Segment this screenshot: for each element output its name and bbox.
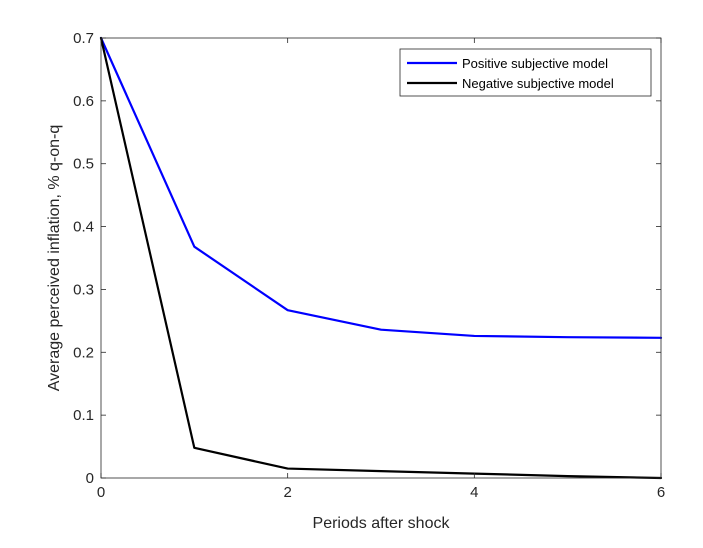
series-line-negative bbox=[99, 36, 663, 480]
legend-entry-negative: Negative subjective model bbox=[462, 76, 614, 91]
y-tick-label: 0.7 bbox=[73, 30, 94, 47]
x-tick-label: 6 bbox=[657, 484, 665, 501]
y-tick-label: 0.2 bbox=[73, 344, 94, 361]
series-line-positive bbox=[99, 36, 663, 339]
plot-area bbox=[101, 38, 661, 478]
y-axis-label: Average perceived inflation, % q-on-q bbox=[46, 125, 63, 392]
x-tick-label: 0 bbox=[97, 484, 105, 501]
y-tick-label: 0.3 bbox=[73, 281, 94, 298]
x-tick-label: 2 bbox=[283, 484, 291, 501]
legend-entry-positive: Positive subjective model bbox=[462, 56, 608, 71]
x-tick-label: 4 bbox=[470, 484, 478, 501]
y-tick-label: 0.4 bbox=[73, 219, 94, 236]
plot-frame bbox=[100, 37, 662, 479]
legend: Positive subjective model Negative subje… bbox=[399, 48, 652, 97]
y-tick-label: 0.6 bbox=[73, 93, 94, 110]
y-tick-label: 0 bbox=[86, 470, 94, 487]
series-layer bbox=[99, 36, 663, 480]
x-axis-label: Periods after shock bbox=[313, 515, 451, 532]
ticks-layer: 0 2 4 6 0 0.1 0.2 0.3 0.4 0.5 0.6 0.7 bbox=[73, 30, 665, 501]
y-tick-label: 0.1 bbox=[73, 407, 94, 424]
legend-box bbox=[399, 48, 652, 97]
axes-layer bbox=[100, 37, 662, 479]
y-tick-label: 0.5 bbox=[73, 156, 94, 173]
